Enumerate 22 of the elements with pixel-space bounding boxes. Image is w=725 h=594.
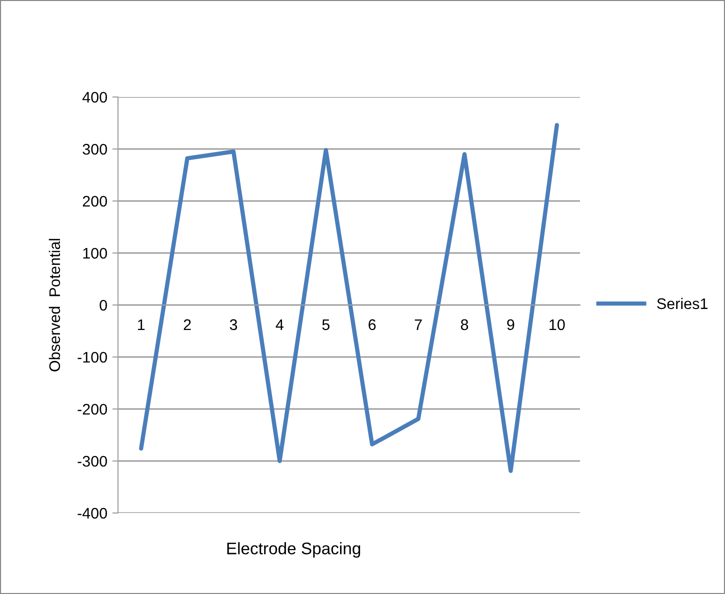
x-tick-label: 2 (184, 319, 191, 330)
y-tick-label: -300 (78, 456, 107, 467)
y-tick-label: 100 (83, 248, 107, 259)
legend-label: Series1 (657, 298, 708, 310)
x-tick-label: 10 (550, 319, 565, 330)
x-tick-label: 3 (230, 319, 238, 330)
x-tick-label: 5 (322, 319, 330, 330)
x-axis-title: Electrode Spacing (227, 542, 360, 558)
y-tick-label: 400 (82, 92, 107, 103)
y-tick-label: -400 (78, 508, 107, 519)
y-tick-label: 300 (82, 144, 107, 155)
y-tick-label: 0 (100, 300, 107, 311)
y-tick-label: -200 (78, 404, 107, 415)
x-tick-label: 9 (507, 319, 514, 330)
x-tick-label: 1 (138, 319, 145, 330)
x-tick-label: 6 (368, 319, 376, 330)
x-tick-label: 8 (460, 319, 468, 330)
x-tick-label: 4 (276, 319, 284, 330)
x-tick-label: 7 (414, 319, 422, 330)
y-axis-title: Observed Potential (48, 238, 60, 372)
y-tick-label: 200 (82, 196, 107, 207)
y-tick-label: -100 (78, 352, 107, 363)
